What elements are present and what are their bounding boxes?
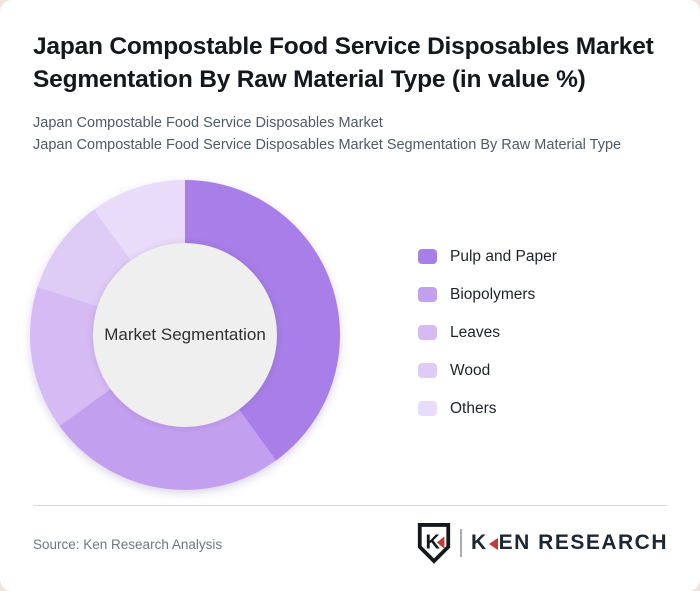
svg-text:K: K [425, 532, 440, 554]
legend-item-others: Others [418, 399, 557, 417]
legend-label: Pulp and Paper [450, 247, 557, 265]
legend-label: Others [450, 399, 497, 417]
legend-item-pulp-and-paper: Pulp and Paper [418, 247, 557, 265]
subtitle-line-2: Japan Compostable Food Service Disposabl… [33, 136, 622, 153]
red-arrow-icon [488, 537, 498, 550]
legend-item-biopolymers: Biopolymers [418, 285, 557, 303]
legend-swatch [418, 401, 437, 416]
legend-swatch [418, 363, 437, 378]
legend: Pulp and Paper Biopolymers Leaves Wood Other… [418, 247, 557, 439]
legend-label: Leaves [450, 323, 500, 341]
legend-item-leaves: Leaves [418, 323, 557, 341]
legend-swatch [418, 287, 437, 302]
legend-label: Biopolymers [450, 285, 536, 303]
donut-center-label: Market Segmentation [104, 325, 266, 344]
footer-divider [33, 505, 667, 506]
legend-swatch [418, 325, 437, 340]
shield-icon: K [417, 523, 451, 564]
donut-chart: Market Segmentation [30, 180, 340, 490]
page-title: Japan Compostable Food Service Disposabl… [33, 33, 654, 93]
legend-item-wood: Wood [418, 361, 557, 379]
logo-text-rest: EN RESEARCH [498, 531, 668, 554]
donut-center: Market Segmentation [93, 243, 277, 427]
legend-label: Wood [450, 361, 491, 379]
subtitle-block: Japan Compostable Food Service Disposabl… [33, 113, 680, 156]
legend-swatch [418, 249, 437, 264]
logo-wordmark: K EN RESEARCH [471, 531, 668, 555]
source-text: Source: Ken Research Analysis [33, 537, 223, 552]
logo-separator [459, 529, 462, 557]
subtitle-line-1: Japan Compostable Food Service Disposabl… [33, 115, 383, 131]
logo-letter-k: K [470, 531, 488, 554]
ken-research-logo: K K EN RESEARCH [415, 522, 668, 564]
